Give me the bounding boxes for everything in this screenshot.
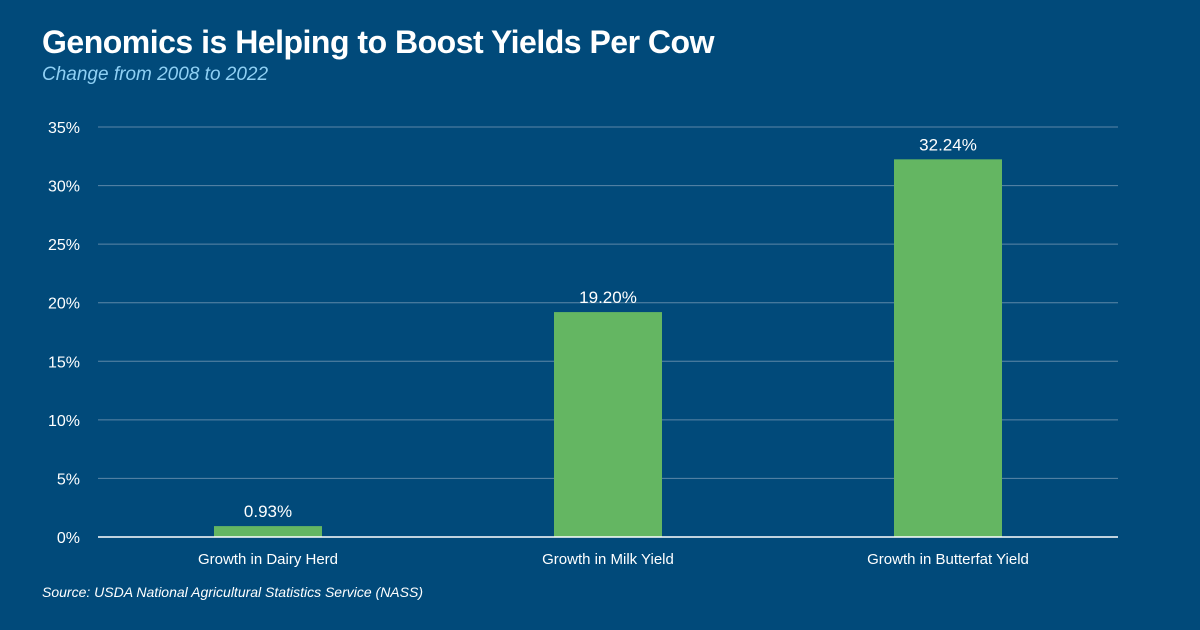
category-label: Growth in Milk Yield xyxy=(542,551,674,568)
y-axis-ticks: 0% 5% 10% 15% 20% 25% 30% 35% xyxy=(48,120,80,547)
y-tick-label: 30% xyxy=(48,179,80,196)
bar xyxy=(214,526,322,537)
bar-value-label: 19.20% xyxy=(579,288,637,307)
y-tick-label: 20% xyxy=(48,296,80,313)
bar-value-label: 0.93% xyxy=(244,502,292,521)
category-labels: Growth in Dairy Herd Growth in Milk Yield… xyxy=(198,551,1029,568)
bar xyxy=(554,312,662,537)
y-tick-label: 35% xyxy=(48,120,80,137)
y-tick-label: 25% xyxy=(48,237,80,254)
y-tick-label: 15% xyxy=(48,354,80,371)
chart-title: Genomics is Helping to Boost Yields Per … xyxy=(42,24,714,60)
data-labels: 0.93% 19.20% 32.24% xyxy=(244,135,977,521)
chart-subtitle: Change from 2008 to 2022 xyxy=(42,64,269,85)
category-label: Growth in Butterfat Yield xyxy=(867,551,1029,568)
bar xyxy=(894,159,1002,537)
y-tick-label: 10% xyxy=(48,413,80,430)
y-tick-label: 5% xyxy=(57,471,80,488)
y-tick-label: 0% xyxy=(57,530,80,547)
bars xyxy=(214,159,1002,537)
category-label: Growth in Dairy Herd xyxy=(198,551,338,568)
bar-value-label: 32.24% xyxy=(919,135,977,154)
source-note: Source: USDA National Agricultural Stati… xyxy=(42,584,423,600)
